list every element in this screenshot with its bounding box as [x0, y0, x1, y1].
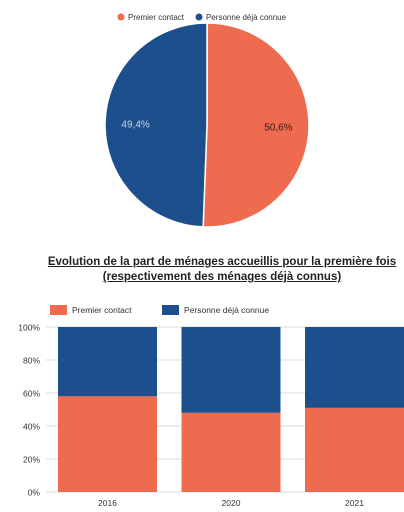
pie-slice-personne-deja-connue: [104, 22, 208, 228]
bar-legend-marker-personne-deja-connue: [162, 305, 179, 315]
bar-segment-premier-contact-2020: [181, 412, 281, 492]
pie-label-personne-deja-connue: 49,4%: [121, 120, 149, 131]
x-tick-label: 2021: [345, 498, 364, 507]
pie-legend-label-premier-contact: Premier contact: [128, 13, 185, 22]
bar-legend-label-premier-contact: Premier contact: [72, 305, 132, 315]
x-tick-label: 2016: [98, 498, 117, 507]
bar-legend-label-personne-deja-connue: Personne déjà connue: [184, 305, 269, 315]
x-tick-label: 2020: [222, 498, 241, 507]
bar-segment-premier-contact-2021: [305, 407, 404, 492]
bar-legend-marker-premier-contact: [50, 305, 67, 315]
bar-segment-personne-deja-connue-2020: [181, 327, 281, 413]
y-tick-label: 40%: [23, 422, 40, 432]
pie-label-premier-contact: 50,6%: [264, 122, 292, 133]
bar-segment-premier-contact-2016: [58, 396, 157, 492]
bar-segment-personne-deja-connue-2016: [58, 327, 157, 397]
y-tick-label: 20%: [23, 455, 40, 465]
y-tick-label: 80%: [23, 356, 40, 366]
y-tick-label: 100%: [18, 323, 40, 333]
pie-legend-marker-personne-deja-connue: [195, 13, 203, 21]
y-tick-label: 60%: [23, 389, 40, 399]
pie-legend-label-personne-deja-connue: Personne déjà connue: [206, 13, 287, 22]
bar-chart-title: Evolution de la part de ménages accueill…: [47, 256, 397, 283]
bar-segment-personne-deja-connue-2021: [305, 327, 404, 408]
pie-legend-marker-premier-contact: [117, 13, 125, 21]
pie-slice-premier-contact: [202, 22, 310, 228]
y-tick-label: 0%: [28, 488, 41, 498]
